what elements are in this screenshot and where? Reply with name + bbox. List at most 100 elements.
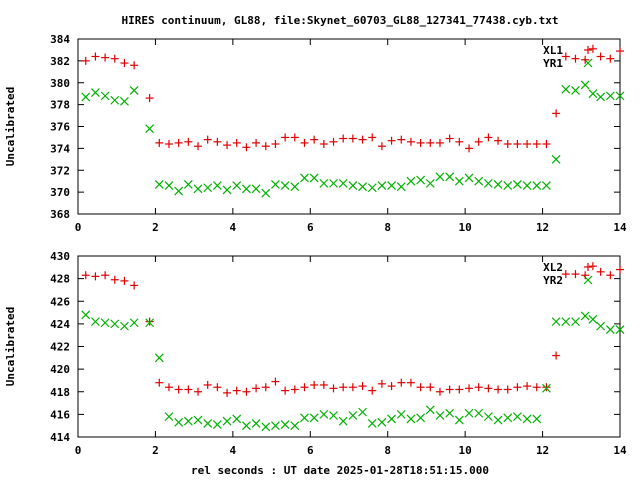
data-point-yr1	[212, 181, 222, 190]
data-point-yr1	[615, 91, 625, 101]
data-point-xl2	[532, 383, 541, 392]
x-tick-label: 8	[384, 444, 391, 457]
data-point-yr1	[174, 186, 184, 196]
data-point-yr1	[319, 178, 329, 188]
data-point-xl2	[213, 383, 222, 392]
data-point-xl2	[416, 383, 425, 392]
data-point-yr1	[605, 91, 615, 101]
data-point-yr2	[129, 318, 139, 328]
data-point-yr1	[290, 182, 300, 192]
data-point-yr2	[120, 321, 129, 331]
y-tick-label: 424	[50, 318, 70, 331]
data-point-xl1	[358, 135, 367, 144]
data-point-xl2	[145, 317, 154, 326]
data-point-xl1	[339, 134, 348, 143]
data-point-yr2	[81, 310, 91, 320]
data-point-yr2	[596, 321, 606, 331]
data-point-xl1	[542, 140, 551, 148]
data-point-xl1	[329, 137, 338, 146]
data-point-xl2	[445, 385, 454, 394]
data-point-xl1	[368, 133, 377, 142]
y-tick-label: 376	[50, 121, 70, 134]
data-point-yr2	[580, 311, 590, 321]
data-point-xl1	[184, 137, 193, 146]
legend-label-xl2: XL2	[543, 261, 563, 274]
data-point-xl2	[358, 382, 367, 391]
data-point-xl1	[571, 54, 580, 63]
data-point-yr2	[241, 421, 251, 431]
data-point-yr2	[300, 413, 309, 423]
y-tick-label: 370	[50, 186, 70, 199]
data-point-xl1	[81, 56, 90, 65]
data-point-xl2	[523, 382, 532, 391]
data-point-yr2	[212, 420, 222, 429]
data-point-yr1	[522, 181, 532, 190]
data-point-yr1	[81, 92, 91, 102]
data-point-yr1	[387, 181, 397, 190]
data-point-yr1	[271, 180, 280, 189]
data-point-xl2	[552, 351, 561, 360]
data-point-yr1	[193, 184, 203, 194]
data-point-yr2	[406, 414, 416, 424]
data-point-yr2	[588, 314, 598, 324]
data-point-xl1	[319, 140, 328, 148]
data-point-xl1	[242, 143, 251, 152]
data-point-xl1	[387, 136, 396, 145]
data-point-yr2	[154, 353, 164, 363]
plot-frame	[77, 255, 621, 438]
data-point-xl2	[91, 272, 100, 281]
data-point-xl1	[416, 138, 425, 147]
data-point-yr2	[551, 317, 561, 327]
y-tick-label: 418	[50, 386, 70, 399]
data-point-yr1	[120, 96, 129, 106]
y-tick-label: 378	[50, 99, 70, 112]
data-point-xl2	[571, 270, 580, 279]
data-point-xl1	[310, 135, 319, 144]
data-point-yr1	[251, 184, 261, 194]
data-point-yr2	[435, 411, 445, 420]
data-point-xl1	[397, 135, 406, 144]
x-tick-label: 2	[152, 444, 159, 457]
y-tick-label: 416	[50, 408, 70, 421]
data-point-yr2	[232, 414, 242, 424]
data-point-xl2	[194, 387, 203, 396]
y-axis-label: Uncalibrated	[4, 87, 17, 166]
x-tick-label: 12	[536, 221, 549, 234]
y-tick-label: 380	[50, 77, 70, 90]
data-point-xl1	[110, 54, 119, 63]
data-point-xl2	[616, 265, 624, 274]
data-point-xl1	[145, 94, 154, 103]
data-point-yr2	[503, 413, 513, 423]
data-point-xl2	[561, 270, 570, 279]
data-point-yr1	[571, 85, 580, 95]
data-point-yr2	[222, 416, 232, 426]
data-point-xl2	[513, 383, 522, 392]
data-point-xl2	[329, 384, 338, 393]
data-point-yr1	[435, 172, 445, 182]
data-point-yr2	[271, 421, 280, 431]
data-point-yr2	[445, 408, 455, 418]
data-point-yr2	[348, 411, 358, 420]
data-point-xl1	[606, 54, 615, 63]
x-tick-label: 4	[230, 444, 237, 457]
data-point-yr1	[406, 176, 416, 186]
data-point-yr2	[464, 408, 474, 418]
legend-label-yr2: YR2	[543, 274, 563, 287]
data-point-xl2	[348, 383, 357, 392]
data-point-xl1	[290, 133, 299, 142]
data-point-xl2	[290, 385, 299, 394]
data-point-yr2	[416, 413, 426, 423]
chart-title: HIRES continuum, GL88, file:Skynet_60703…	[121, 14, 558, 27]
data-point-xl2	[397, 378, 406, 387]
legend-marker	[583, 58, 593, 68]
data-point-xl2	[300, 383, 309, 392]
data-point-yr2	[110, 319, 120, 329]
data-point-xl2	[503, 385, 512, 394]
data-point-yr2	[367, 419, 377, 428]
data-point-xl2	[155, 378, 164, 387]
data-point-yr2	[183, 416, 193, 426]
data-point-yr2	[387, 414, 397, 424]
y-tick-label: 382	[50, 55, 70, 68]
data-point-yr2	[193, 415, 203, 425]
data-point-xl2	[271, 377, 280, 386]
